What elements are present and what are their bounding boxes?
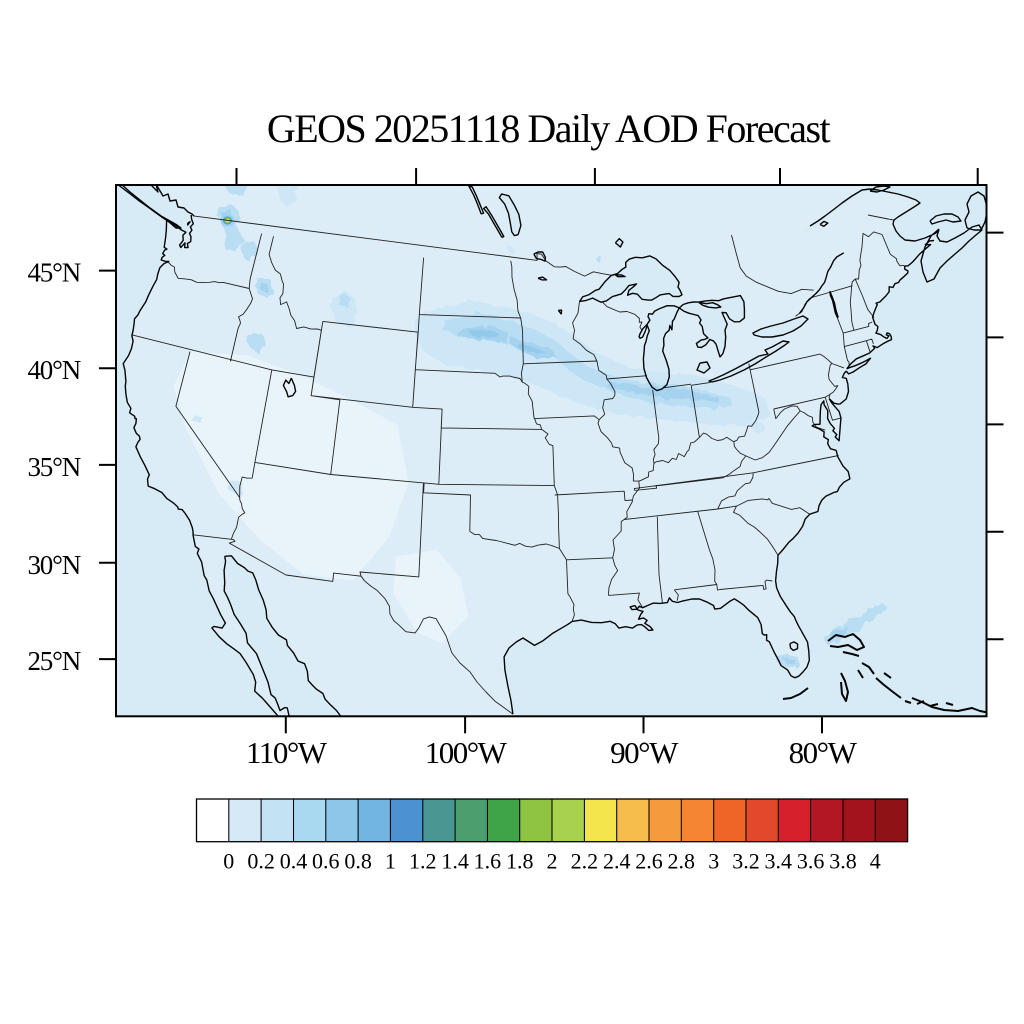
svg-text:90°W: 90°W [610,735,679,770]
svg-text:3: 3 [708,849,719,874]
svg-text:0.2: 0.2 [247,849,275,874]
svg-text:1.4: 1.4 [441,849,469,874]
svg-text:2.2: 2.2 [571,849,599,874]
svg-text:3.8: 3.8 [829,849,857,874]
svg-text:1: 1 [385,849,396,874]
svg-text:35°N: 35°N [28,452,81,482]
svg-text:45°N: 45°N [28,258,81,288]
svg-text:1.8: 1.8 [506,849,534,874]
svg-text:2: 2 [547,849,558,874]
svg-text:100°W: 100°W [425,735,508,770]
svg-text:80°W: 80°W [789,735,858,770]
svg-text:40°N: 40°N [28,355,81,385]
svg-text:2.6: 2.6 [635,849,663,874]
svg-text:1.6: 1.6 [474,849,502,874]
svg-text:0.4: 0.4 [280,849,308,874]
svg-text:2.8: 2.8 [668,849,696,874]
svg-text:0: 0 [223,849,234,874]
svg-text:25°N: 25°N [28,646,81,676]
svg-text:0.6: 0.6 [312,849,340,874]
svg-text:1.2: 1.2 [409,849,437,874]
svg-text:30°N: 30°N [28,550,81,580]
svg-text:3.2: 3.2 [732,849,760,874]
svg-text:110°W: 110°W [246,735,328,770]
svg-text:GEOS 20251118 Daily AOD Foreca: GEOS 20251118 Daily AOD Forecast [267,106,831,151]
svg-text:3.4: 3.4 [765,849,793,874]
svg-text:4: 4 [870,849,881,874]
svg-text:0.8: 0.8 [344,849,372,874]
svg-text:3.6: 3.6 [797,849,825,874]
svg-text:2.4: 2.4 [603,849,631,874]
